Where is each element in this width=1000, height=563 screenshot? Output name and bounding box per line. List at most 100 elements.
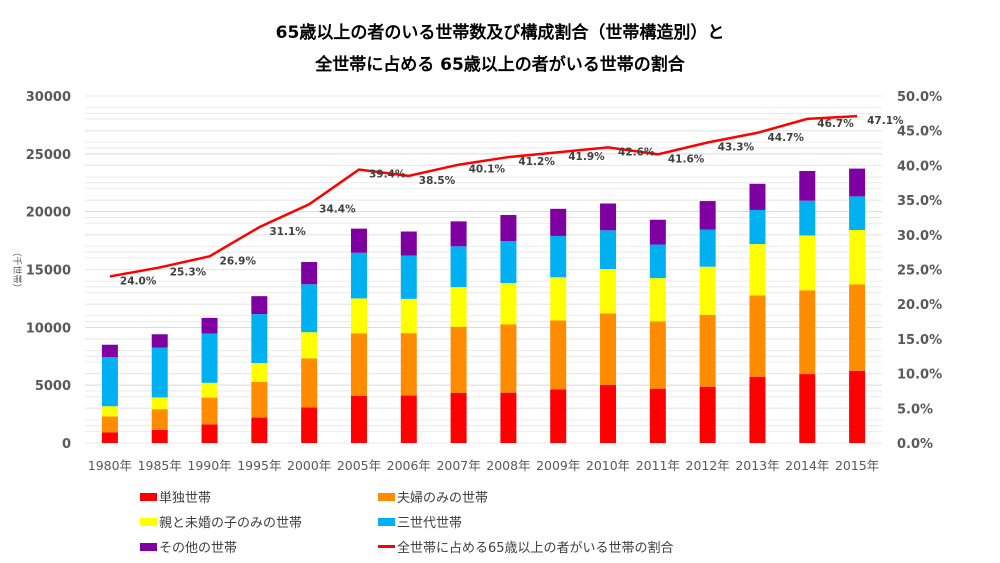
- bar-segment: [849, 168, 866, 197]
- bar-segment: [201, 424, 218, 443]
- bar-segment: [350, 252, 367, 299]
- bar-segment: [301, 358, 318, 408]
- ratio-data-label: 44.7%: [767, 132, 804, 144]
- x-tick-label: 2014年: [785, 458, 829, 473]
- y-axis-right: 0.0% 5.0% 10.0% 15.0% 20.0% 25.0% 30.0% 35.0% 40…: [897, 90, 942, 452]
- y2-tick-label: 50.0%: [897, 90, 942, 105]
- legend-item-three-gen: 三世代世帯: [378, 512, 462, 531]
- bar-segment: [400, 395, 417, 443]
- x-tick-label: 2010年: [586, 458, 630, 473]
- legend-line-swatch: [378, 545, 395, 548]
- bar-segment: [649, 388, 666, 443]
- bar-segment: [301, 407, 318, 443]
- bar-segment: [649, 321, 666, 389]
- bar-segment: [450, 287, 467, 327]
- bar-segment: [749, 244, 766, 296]
- bar-segment: [201, 317, 218, 334]
- y2-tick-label: 5.0%: [897, 402, 933, 417]
- y-tick-label: 20000: [26, 206, 71, 221]
- bar-segment: [400, 298, 417, 334]
- bar-segment: [799, 290, 816, 375]
- bar-segment: [600, 313, 617, 385]
- x-tick-label: 2011年: [636, 458, 680, 473]
- ratio-data-label: 46.7%: [817, 118, 854, 130]
- bar-segment: [749, 209, 766, 245]
- bars: [101, 168, 866, 443]
- x-tick-label: 2000年: [287, 458, 331, 473]
- bar-segment: [101, 357, 118, 407]
- legend-swatch: [378, 517, 395, 526]
- legend-label: 夫婦のみの世帯: [397, 491, 489, 506]
- x-tick-label: 2006年: [387, 458, 431, 473]
- bar-segment: [649, 278, 666, 322]
- y2-tick-label: 25.0%: [897, 264, 942, 279]
- ratio-data-label: 26.9%: [220, 255, 257, 267]
- y-tick-label: 30000: [26, 90, 71, 105]
- bar-segment: [151, 397, 168, 410]
- x-tick-label: 1990年: [187, 458, 231, 473]
- bar-segment: [799, 374, 816, 443]
- y2-tick-label: 15.0%: [897, 333, 942, 348]
- bar-segment: [550, 320, 567, 390]
- bar-segment: [350, 333, 367, 396]
- bar-segment: [849, 196, 866, 230]
- ratio-data-label: 42.6%: [618, 146, 655, 158]
- bar-segment: [151, 334, 168, 348]
- y2-tick-label: 30.0%: [897, 229, 942, 244]
- bar-segment: [151, 347, 168, 398]
- bar-segment: [301, 262, 318, 285]
- x-tick-label: 2013年: [735, 458, 779, 473]
- bar-segment: [749, 295, 766, 377]
- bar-segment: [849, 370, 866, 443]
- bar-segment: [301, 284, 318, 333]
- ratio-data-label: 39.4%: [369, 169, 406, 181]
- bar-segment: [600, 230, 617, 269]
- bar-segment: [849, 284, 866, 371]
- x-axis: 1980年 1985年 1990年 1995年 2000年 2005年 2006年 2007年…: [88, 458, 880, 473]
- bar-segment: [550, 235, 567, 278]
- bar-segment: [400, 231, 417, 256]
- bar-segment: [500, 282, 517, 325]
- bar-segment: [749, 183, 766, 210]
- bar-segment: [600, 268, 617, 314]
- bar-segment: [350, 298, 367, 334]
- bar-segment: [500, 215, 517, 242]
- ratio-data-label: 24.0%: [120, 275, 157, 287]
- bar-segment: [500, 324, 517, 393]
- bar-segment: [799, 171, 816, 201]
- legend-swatch: [378, 492, 395, 501]
- gridlines: [85, 95, 882, 444]
- y-tick-label: 0: [62, 437, 71, 452]
- ratio-data-label: 41.6%: [668, 153, 705, 165]
- bar-segment: [151, 429, 168, 443]
- legend-item-parent-child: 親と未婚の子のみの世帯: [140, 512, 302, 531]
- bar-segment: [699, 314, 716, 387]
- bar-segment: [450, 326, 467, 393]
- x-tick-label: 2008年: [486, 458, 530, 473]
- bar-segment: [201, 382, 218, 398]
- y-axis-left: 0 5000 10000 15000 20000 25000 30000: [26, 90, 71, 452]
- legend-label: 単独世帯: [159, 491, 212, 506]
- ratio-data-label: 41.9%: [568, 151, 605, 163]
- bar-segment: [649, 244, 666, 279]
- ratio-data-label: 40.1%: [469, 164, 506, 176]
- ratio-data-label: 31.1%: [269, 226, 306, 238]
- y-tick-label: 5000: [35, 379, 71, 394]
- legend-label: その他の世帯: [159, 541, 238, 556]
- legend-swatch: [140, 492, 157, 501]
- legend-swatch: [140, 517, 157, 526]
- bar-segment: [699, 229, 716, 267]
- bar-segment: [251, 314, 268, 364]
- bar-segment: [500, 392, 517, 443]
- y2-tick-label: 45.0%: [897, 125, 942, 140]
- bar-segment: [649, 219, 666, 245]
- chart-subtitle: 全世帯に占める 65歳以上の者がいる世帯の割合: [315, 55, 685, 75]
- bar-segment: [849, 229, 866, 285]
- ratio-data-label: 47.1%: [867, 115, 904, 127]
- legend-item-ratio-line: 全世帯に占める65歳以上の者がいる世帯の割合: [378, 537, 674, 556]
- x-tick-label: 2005年: [337, 458, 381, 473]
- bar-segment: [450, 392, 467, 443]
- bar-segment: [799, 200, 816, 236]
- ratio-data-label: 43.3%: [718, 141, 755, 153]
